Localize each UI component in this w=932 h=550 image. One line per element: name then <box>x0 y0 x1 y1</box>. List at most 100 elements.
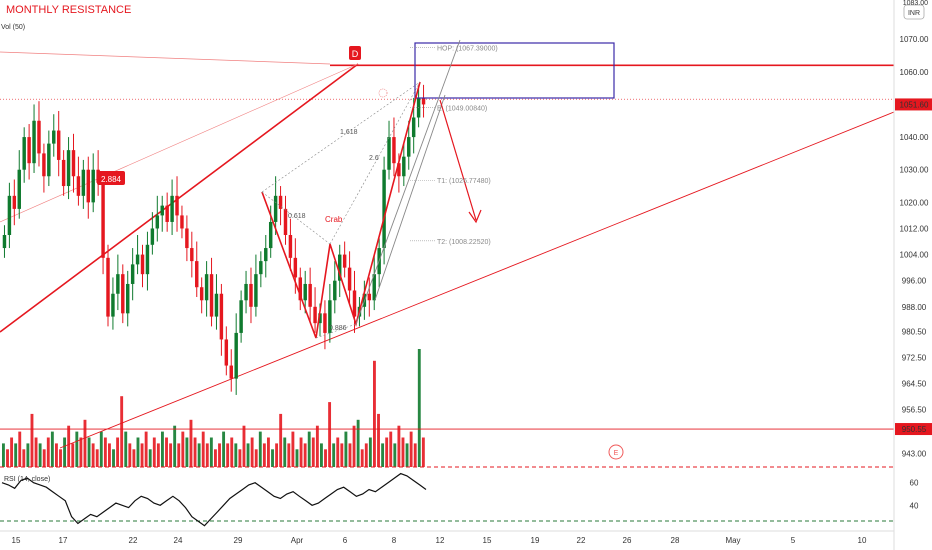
x-tick-label: 10 <box>858 536 867 545</box>
y-tick-label: 964.50 <box>902 380 927 389</box>
volume-bar <box>332 443 336 467</box>
candle-body <box>76 176 81 196</box>
candle-body <box>52 130 56 144</box>
volume-bar <box>46 437 50 467</box>
candle-body <box>254 274 258 307</box>
volume-bar <box>421 437 425 467</box>
candle-body <box>268 221 273 249</box>
target-arrow <box>439 99 477 221</box>
candle-body <box>372 274 376 301</box>
candle-body <box>421 97 426 105</box>
y-tick-label: 1030.00 <box>900 166 929 175</box>
candle-body <box>165 205 169 222</box>
volume-bar <box>336 437 340 467</box>
volume-bar <box>397 425 401 467</box>
volume-bar <box>258 431 262 467</box>
candle-body <box>411 117 416 138</box>
candle-body <box>303 283 307 301</box>
price-badge <box>895 423 932 436</box>
candle-body <box>150 228 155 245</box>
y-tick-label: 1040.00 <box>900 133 929 142</box>
candle-body <box>2 235 7 249</box>
x-tick-label: 17 <box>59 536 68 545</box>
channel-line <box>355 39 461 325</box>
volume-bar <box>299 437 303 467</box>
ratio-label: 1.618 <box>340 129 358 136</box>
y-tick-label: 972.50 <box>902 353 927 362</box>
candle-body <box>101 182 105 258</box>
volume-bar <box>185 437 189 467</box>
volume-bar <box>360 449 364 467</box>
volume-bar <box>26 443 30 467</box>
x-tick-label: 22 <box>577 536 586 545</box>
candle-body <box>199 287 204 301</box>
volume-bar <box>189 419 193 467</box>
candle-body <box>195 261 199 288</box>
volume-bar <box>209 437 213 467</box>
volume-bar <box>30 413 34 467</box>
candle-body <box>229 365 233 379</box>
volume-bar <box>271 449 274 467</box>
price-badge-label: 1051.60 <box>900 100 929 109</box>
candle-body <box>367 293 372 301</box>
volume-bar <box>124 431 128 467</box>
candle-body <box>298 277 303 301</box>
candle-body <box>185 228 189 249</box>
candle-body <box>116 274 120 294</box>
volume-bar <box>381 443 385 467</box>
volume-bar <box>165 437 168 467</box>
candle-body <box>407 137 411 157</box>
chart-title: MONTHLY RESISTANCE <box>6 4 131 16</box>
volume-bar <box>401 437 405 467</box>
volume-bar <box>128 443 132 467</box>
candle-body <box>37 120 41 154</box>
y-tick-label: 996.00 <box>902 277 927 286</box>
marker-d-label: D <box>352 49 359 59</box>
volume-bar <box>99 431 103 467</box>
candle-body <box>224 339 229 366</box>
volume-bar <box>181 431 185 467</box>
candle-body <box>17 169 21 209</box>
price-axis: 1070.00 1060.00 1051.60 1040.00 1030.00 1020.… <box>893 0 932 550</box>
x-tick-label: 6 <box>343 536 348 545</box>
x-tick-label: 15 <box>12 536 21 545</box>
y-tick-label: 1012.00 <box>900 224 929 233</box>
volume-bar <box>173 425 177 467</box>
candle-body <box>264 248 268 262</box>
candle-body <box>288 235 293 258</box>
currency-badge[interactable]: INR <box>903 4 925 20</box>
candle-body <box>387 137 391 170</box>
volume-bar <box>254 449 258 467</box>
level-label: T2: (1008.22520) <box>437 239 491 246</box>
candle-body <box>61 159 66 187</box>
volume-bar <box>108 443 111 467</box>
trendlines <box>0 51 895 522</box>
volume-bar <box>393 443 397 467</box>
volume-bar <box>356 419 360 467</box>
candle-body <box>209 274 214 317</box>
candle-body <box>239 300 243 333</box>
marker-d <box>349 46 361 60</box>
rsi-label: RSI (14, close) <box>4 476 50 483</box>
volume-bar <box>55 443 58 467</box>
volume-bar <box>136 437 140 467</box>
volume-bar <box>413 443 417 467</box>
y-tick-label: 956.50 <box>902 406 927 415</box>
volume-bar <box>59 449 62 467</box>
volume-bar <box>283 437 287 467</box>
volume-bar <box>95 449 99 467</box>
volume-bars <box>2 349 425 467</box>
volume-bar <box>368 437 372 467</box>
time-axis: 15 17 22 24 29 Apr 6 8 12 15 19 22 26 28 May 5 10 <box>0 530 894 545</box>
candle-body <box>121 274 125 314</box>
candle-body <box>160 205 164 216</box>
y-tick-label: 988.00 <box>902 303 927 312</box>
candle-body <box>278 195 283 209</box>
volume-bar <box>242 425 246 467</box>
candle-body <box>204 274 209 301</box>
candle-body <box>273 195 278 222</box>
ratio-label: 2.6 <box>369 155 379 162</box>
volume-bar <box>230 437 234 467</box>
candle-body <box>86 169 91 203</box>
